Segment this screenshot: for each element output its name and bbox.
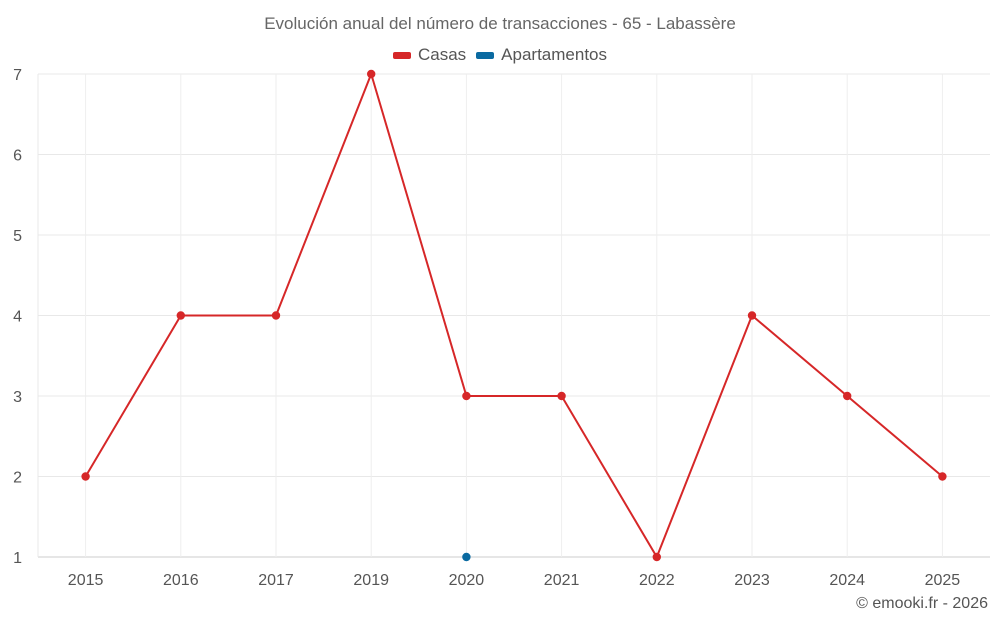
y-tick-label: 6 [13, 148, 22, 165]
y-tick-label: 5 [13, 228, 22, 245]
legend-item-apartamentos[interactable]: Apartamentos [476, 45, 607, 65]
data-point-apartamentos [462, 552, 471, 562]
x-tick-label: 2023 [734, 572, 770, 589]
x-tick-label: 2022 [639, 572, 675, 589]
data-point-casas [271, 311, 281, 320]
x-tick-label: 2017 [258, 572, 294, 589]
data-point-casas [652, 552, 661, 562]
x-tick-label: 2019 [353, 572, 389, 589]
y-tick-label: 2 [13, 470, 22, 487]
y-tick-label: 1 [13, 550, 22, 567]
legend-item-casas[interactable]: Casas [392, 45, 467, 65]
data-point-casas [176, 311, 185, 320]
x-tick-label: 2015 [68, 572, 104, 589]
x-tick-label: 2024 [829, 572, 865, 589]
data-point-casas [938, 472, 947, 481]
series-line-casas [84, 73, 944, 558]
data-point-casas [843, 391, 852, 401]
y-tick-label: 4 [13, 309, 22, 326]
x-tick-label: 2021 [544, 572, 580, 589]
data-point-casas [462, 391, 471, 401]
credit-text: © emooki.fr - 2026 [856, 595, 988, 612]
legend-label-apartamentos: Apartamentos [501, 45, 608, 64]
y-tick-label: 3 [13, 389, 22, 406]
legend-swatch-apartamentos [476, 51, 495, 59]
data-point-casas [367, 69, 376, 79]
x-tick-label: 2020 [449, 572, 485, 589]
x-tick-label: 2025 [925, 572, 961, 589]
y-tick-label: 7 [13, 67, 22, 84]
legend: Casas Apartamentos [0, 45, 1000, 65]
data-point-casas [81, 472, 90, 481]
data-point-casas [557, 391, 566, 401]
chart-title: Evolución anual del número de transaccio… [264, 14, 736, 33]
legend-swatch-casas [392, 51, 411, 59]
data-point-casas [747, 311, 757, 320]
legend-label-casas: Casas [417, 45, 467, 64]
x-tick-label: 2016 [163, 572, 199, 589]
